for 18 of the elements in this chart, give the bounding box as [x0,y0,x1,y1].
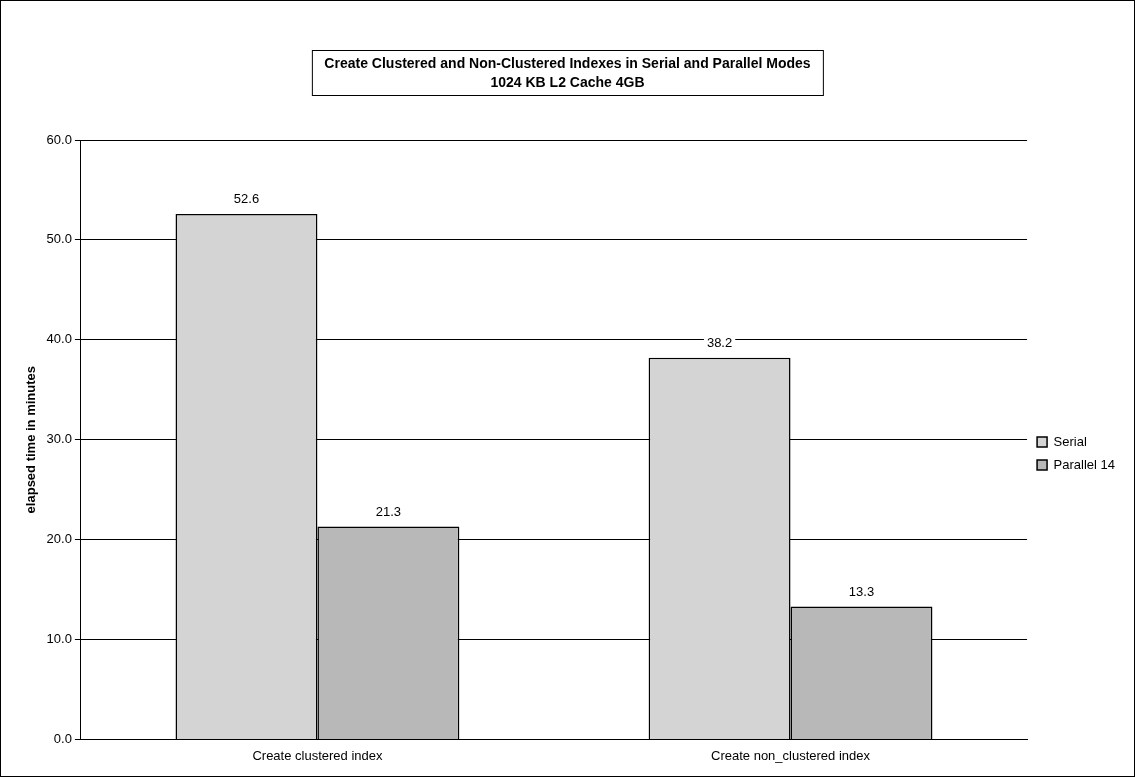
y-tick-label: 40.0 [46,331,72,347]
y-tick-label: 10.0 [46,631,72,647]
legend-label: Parallel 14 [1053,456,1116,472]
data-label: 13.3 [848,583,875,599]
y-tick-label: 0.0 [53,730,72,746]
y-tick-label: 30.0 [46,431,72,447]
legend-label: Serial [1053,433,1087,449]
y-axis-title: elapsed time in minutes [23,366,39,514]
x-tick-label: Create clustered index [252,747,383,763]
y-tick-label: 60.0 [46,131,72,147]
chart-subtitle: 1024 KB L2 Cache 4GB [489,73,646,92]
x-tick-label: Create non_clustered index [711,747,871,763]
data-label: 52.6 [233,191,260,206]
data-label: 21.3 [375,503,402,519]
data-label: 38.2 [706,334,733,350]
y-tick-label: 50.0 [46,231,72,247]
chart-title: Create Clustered and Non-Clustered Indexes in Serial and Parallel Modes [324,54,811,73]
y-tick-label: 20.0 [46,531,72,547]
